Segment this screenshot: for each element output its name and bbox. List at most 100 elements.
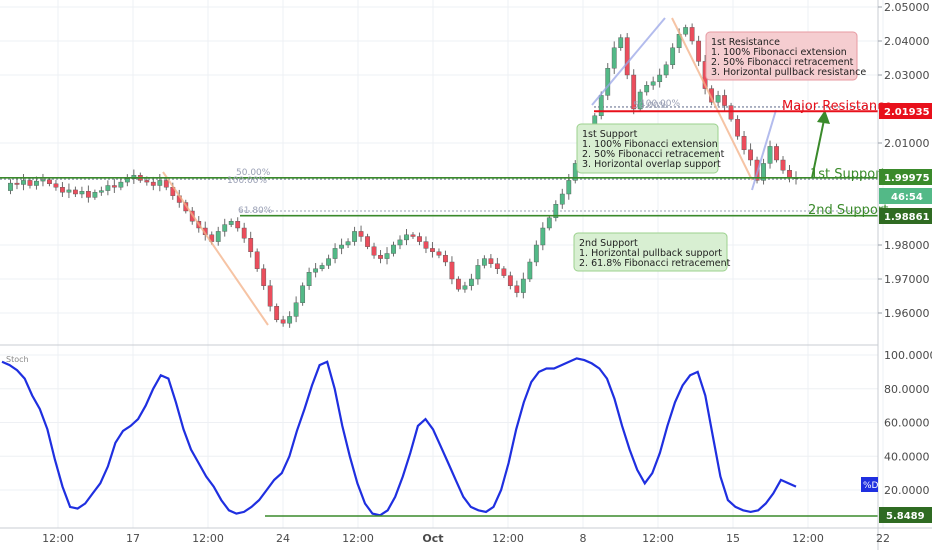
candle <box>644 81 650 96</box>
support-resistance-levels <box>0 110 878 217</box>
support2-note-title: 2nd Support <box>579 238 638 249</box>
support1-note: 1st Support 1. 100% Fibonacci extension … <box>576 123 725 174</box>
candle <box>313 263 319 278</box>
candle <box>488 254 494 268</box>
support2-note-line-2: 2. 61.8% Fibonacci retracement <box>579 258 731 269</box>
candle <box>475 259 481 285</box>
price-tick-label: 2.01000 <box>884 137 930 150</box>
candle <box>520 272 526 299</box>
price-tick-label: 1.97000 <box>884 273 930 286</box>
candle <box>540 222 546 251</box>
fib-label-50-right: 50.00% <box>633 101 668 111</box>
resistance-note-line-1: 1. 100% Fibonacci extension <box>711 47 847 58</box>
candle <box>235 217 241 232</box>
candle <box>157 174 163 192</box>
candle <box>787 165 792 183</box>
candle <box>494 257 500 275</box>
candle <box>527 258 533 282</box>
fib-swing-arrow-up <box>591 17 666 106</box>
candle <box>391 241 396 257</box>
support2-note-line-1: 1. Horizontal pullback support <box>579 248 722 259</box>
candlesticks <box>8 23 799 328</box>
first-support-label: 1st Support <box>810 167 886 182</box>
candle <box>514 280 520 298</box>
resistance-note-title: 1st Resistance <box>711 37 780 48</box>
candle <box>774 143 779 163</box>
stoch-legend: Stoch <box>6 355 29 364</box>
candle <box>462 281 468 293</box>
price-tick-label: 2.05000 <box>884 1 930 14</box>
candle <box>722 89 727 111</box>
svg-text:2.01935: 2.01935 <box>884 107 930 118</box>
candle <box>53 179 59 191</box>
stoch-d-tag: %D <box>861 477 879 492</box>
candle <box>371 242 377 259</box>
candle <box>553 200 559 222</box>
candle <box>85 185 91 203</box>
candle <box>131 169 137 184</box>
candle <box>650 76 656 90</box>
time-axis[interactable]: 12:00 17 12:00 24 12:00 Oct 12:00 8 12:00 15 12:00… <box>42 532 890 545</box>
candle <box>637 89 643 112</box>
time-tick-label: 12:00 <box>792 532 824 545</box>
candle <box>449 256 455 285</box>
candle <box>241 222 247 243</box>
candle <box>124 174 130 187</box>
candle <box>735 115 740 140</box>
stoch-series-line <box>1 357 797 517</box>
candle <box>92 189 98 200</box>
price-pane[interactable] <box>0 17 878 328</box>
candle <box>163 177 169 191</box>
candle <box>14 177 20 190</box>
candle <box>741 131 747 155</box>
candle <box>287 311 293 328</box>
resistance-note-line-2: 2. 50% Fibonacci retracement <box>711 57 854 68</box>
candle <box>339 238 344 255</box>
candle <box>34 176 39 190</box>
candle <box>306 267 312 290</box>
svg-text:1.99975: 1.99975 <box>884 173 930 184</box>
stoch-tick-label: 100.0000 <box>884 349 932 362</box>
price-tick-label: 1.96000 <box>884 307 930 320</box>
candle <box>481 255 487 269</box>
candle <box>118 178 124 191</box>
time-tick-label: 12:00 <box>192 532 224 545</box>
time-tick-label: 12:00 <box>492 532 524 545</box>
candle <box>150 176 156 191</box>
candle <box>469 273 474 291</box>
time-tick-label: 22 <box>876 532 890 545</box>
candle <box>501 266 507 279</box>
candle <box>378 250 383 264</box>
stoch-tick-label: 40.0000 <box>884 450 930 463</box>
candle <box>358 225 364 242</box>
support2-note: 2nd Support 1. Horizontal pullback suppo… <box>573 232 731 272</box>
svg-text:46:54: 46:54 <box>891 192 923 203</box>
candle <box>66 183 72 199</box>
candle <box>456 276 461 292</box>
candle <box>546 215 552 231</box>
support1-note-title: 1st Support <box>582 129 638 140</box>
candle <box>274 303 280 323</box>
candle <box>280 315 286 327</box>
candle <box>748 143 753 166</box>
stoch-axis[interactable]: 100.0000 80.0000 60.0000 40.0000 20.0000 <box>884 349 932 497</box>
major-resistance-label: Major Resistance <box>782 99 892 114</box>
time-tick-label: 8 <box>580 532 587 545</box>
candle <box>404 229 409 246</box>
price-axis[interactable]: 2.05000 2.04000 2.03000 2.01000 1.98000 1.970… <box>878 1 930 320</box>
candle <box>254 248 260 272</box>
stoch-tick-label: 60.0000 <box>884 417 930 430</box>
svg-text:%D: %D <box>863 481 879 491</box>
candle <box>267 280 273 312</box>
candle <box>507 271 513 290</box>
support1-note-line-3: 3. Horizontal overlap support <box>582 159 721 170</box>
fib-label-100-left: 100.00% <box>227 176 267 186</box>
candle <box>683 24 689 37</box>
stoch-tick-label: 80.0000 <box>884 383 930 396</box>
stoch-pane[interactable]: Stoch <box>1 355 878 517</box>
candle <box>319 262 325 272</box>
candle <box>352 226 357 246</box>
svg-text:1.98861: 1.98861 <box>884 212 930 223</box>
candle <box>60 182 65 197</box>
fib-label-50-left: 50.00% <box>236 168 271 178</box>
